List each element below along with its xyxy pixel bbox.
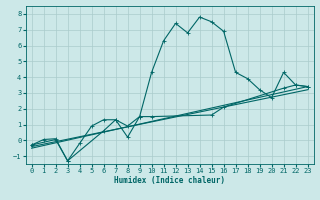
X-axis label: Humidex (Indice chaleur): Humidex (Indice chaleur) — [114, 176, 225, 185]
